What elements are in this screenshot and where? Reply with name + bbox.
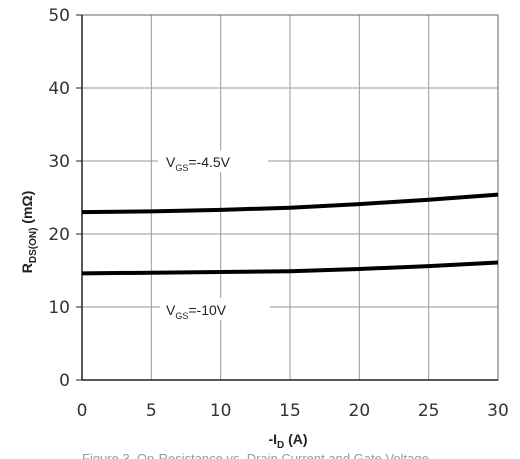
x-tick-label: 5	[146, 401, 157, 421]
x-tick-label: 25	[418, 401, 440, 421]
x-tick-label: 15	[279, 401, 301, 421]
y-tick-label: 50	[48, 6, 70, 26]
y-tick-label: 30	[48, 152, 70, 172]
figure-caption: Figure 3. On-Resistance vs. Drain Curren…	[82, 451, 429, 459]
annotation-vgs-4-5v: VGS=-4.5V	[158, 150, 268, 173]
x-tick-label: 20	[349, 401, 371, 421]
y-tick-label: 20	[48, 225, 70, 245]
x-tick-label: 0	[77, 401, 88, 421]
x-tick-label: 10	[210, 401, 232, 421]
y-tick-label: 40	[48, 79, 70, 99]
series-line-0	[81, 192, 499, 215]
svg-text:VGS=-4.5V: VGS=-4.5V	[166, 154, 231, 173]
grid	[81, 14, 499, 381]
x-axis-ticks: 0 5 10 15 20 25 30	[77, 401, 509, 421]
y-tick-label: 0	[59, 371, 70, 391]
svg-text:VGS=-10V: VGS=-10V	[166, 302, 227, 321]
y-axis-label: RDS(ON) (mΩ)	[19, 191, 39, 274]
y-axis-ticks: 0 10 20 30 40 50	[48, 6, 82, 391]
series-line-1	[81, 260, 499, 276]
x-tick-label: 30	[487, 401, 509, 421]
y-tick-label: 10	[48, 298, 70, 318]
series-lines	[81, 192, 499, 276]
annotation-vgs-10v: VGS=-10V	[160, 298, 270, 321]
x-axis-label: -ID (A)	[268, 431, 307, 451]
